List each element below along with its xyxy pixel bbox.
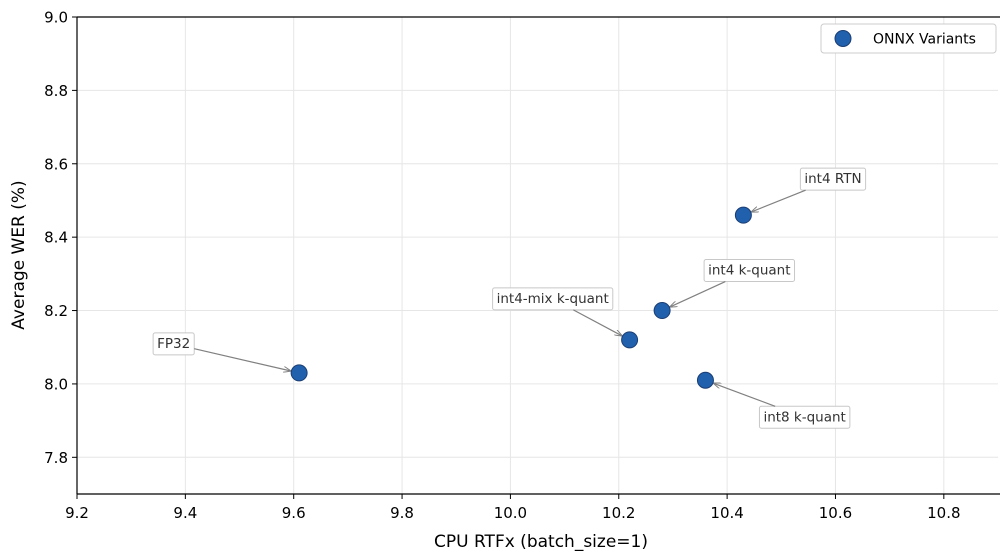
x-tick-label: 9.4	[173, 504, 197, 522]
x-tick-label: 10.6	[819, 504, 852, 522]
y-axis-label: Average WER (%)	[9, 180, 29, 329]
annotation-box	[758, 405, 851, 429]
annotation-arrow	[714, 383, 776, 407]
y-tick-label: 7.8	[44, 449, 68, 467]
tick-labels: 9.2 9.4 9.6 9.8 10.0 10.2 10.4 10.6 10.8 7.8 8.0 8.…	[44, 9, 960, 523]
x-tick-label: 9.8	[390, 504, 414, 522]
annotation-box	[492, 287, 614, 311]
legend-box	[820, 23, 997, 54]
data-point	[734, 206, 752, 224]
annotation: int4 RTN	[752, 167, 867, 212]
annotation-label: int4-mix k-quant	[497, 291, 609, 307]
annotation-label: int4 RTN	[804, 171, 861, 187]
annotation-arrow	[194, 348, 290, 371]
annotation-arrow	[670, 280, 726, 307]
x-tick-label: 9.6	[282, 504, 306, 522]
annotation-label: int4 k-quant	[708, 263, 790, 279]
annotation-label: int8 k-quant	[763, 409, 845, 425]
annotation: FP32	[152, 332, 290, 371]
x-tick-label: 10.8	[927, 504, 960, 522]
data-point	[621, 331, 639, 349]
annotation-box	[703, 259, 796, 283]
annotation: int8 k-quant	[714, 383, 851, 429]
x-tick-label: 10.4	[710, 504, 743, 522]
y-tick-label: 8.8	[44, 82, 68, 100]
data-point	[696, 371, 714, 389]
annotation-arrow	[573, 309, 621, 336]
x-tick-label: 10.2	[602, 504, 635, 522]
legend-label: ONNX Variants	[873, 32, 976, 48]
x-tick-label: 9.2	[65, 504, 89, 522]
annotation-arrow	[752, 189, 806, 212]
x-axis-label: CPU RTFx (batch_size=1)	[434, 532, 648, 552]
annotation: int4 k-quant	[670, 259, 796, 307]
y-tick-label: 8.0	[44, 375, 68, 393]
x-tick-label: 10.0	[494, 504, 527, 522]
data-points	[290, 206, 752, 389]
annotation-label: FP32	[157, 336, 190, 352]
grid	[76, 16, 998, 494]
y-tick-label: 8.2	[44, 302, 68, 320]
annotation-box	[152, 332, 195, 356]
annotation: int4-mix k-quant	[492, 287, 622, 336]
axes	[72, 16, 1000, 499]
y-tick-label: 9.0	[44, 9, 68, 27]
legend-marker	[834, 30, 852, 47]
data-point	[653, 302, 671, 320]
y-tick-label: 8.6	[44, 155, 68, 173]
y-tick-label: 8.4	[44, 229, 68, 247]
annotation-box	[799, 167, 867, 191]
legend: ONNX Variants	[820, 23, 997, 54]
data-point	[290, 364, 308, 382]
annotations: FP32 int4-mix k-quant int4 k-quant int8 k-q…	[152, 167, 867, 429]
